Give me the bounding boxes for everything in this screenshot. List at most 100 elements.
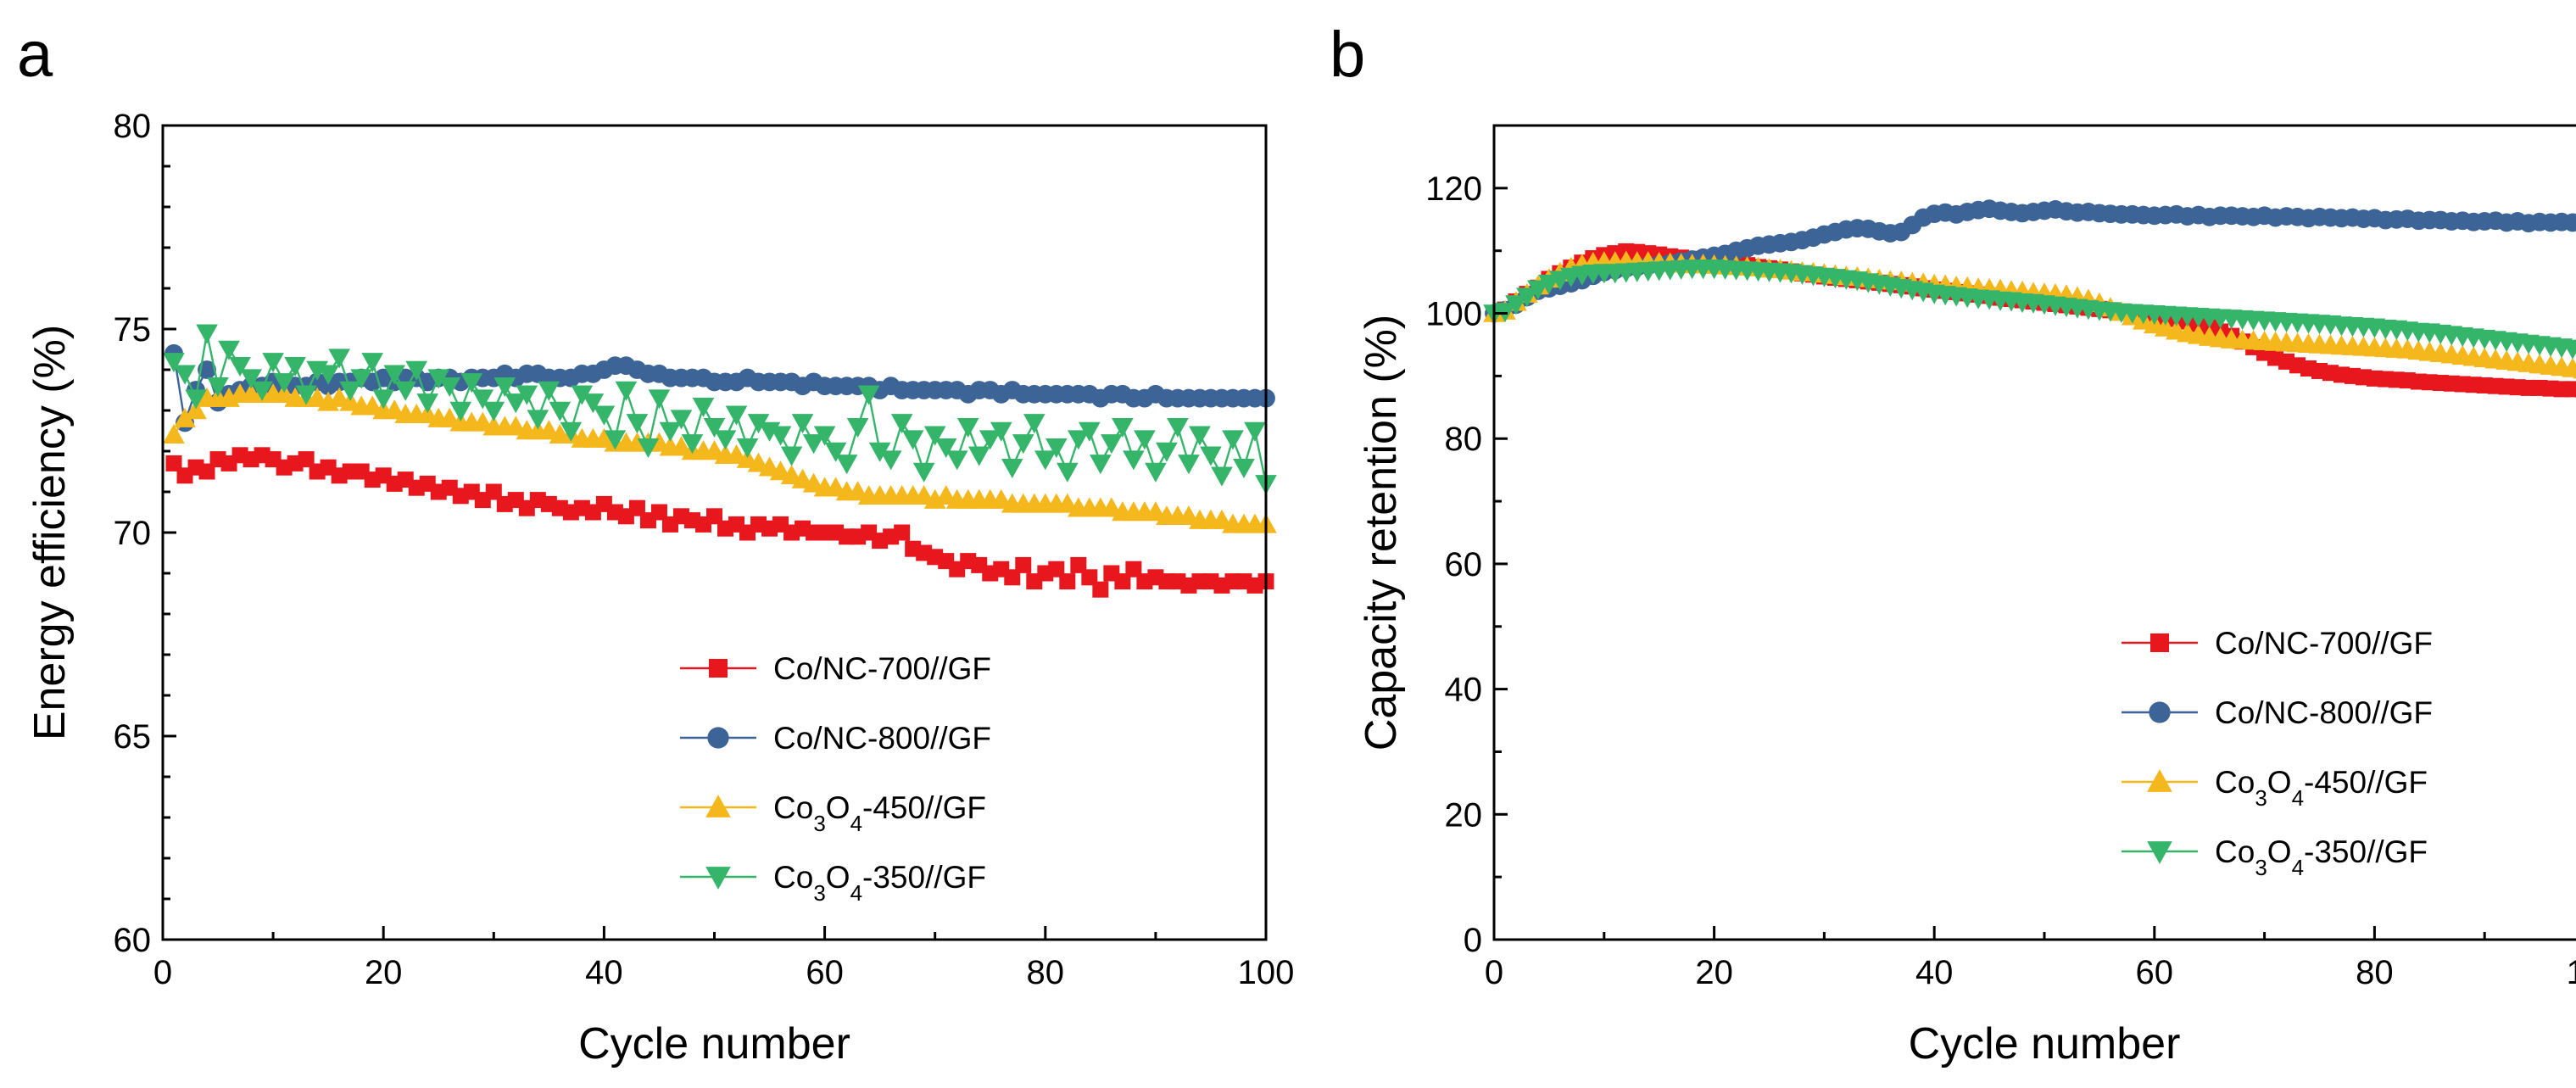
legend-label: Co/NC-700//GF [773, 651, 991, 686]
data-point [1178, 455, 1200, 475]
data-point [1012, 434, 1034, 455]
data-point [449, 401, 472, 421]
data-point [1244, 421, 1266, 442]
data-point [615, 381, 638, 401]
y-tick-label: 0 [1464, 922, 1482, 959]
y-axis-title: Capacity retention (%) [1357, 315, 1406, 750]
data-point [2563, 213, 2576, 232]
data-point [890, 414, 913, 434]
data-point [593, 405, 616, 426]
data-point [460, 373, 483, 393]
data-point [1081, 569, 1098, 586]
data-point [482, 401, 505, 421]
data-point [1145, 462, 1167, 483]
data-point [894, 524, 911, 541]
data-point [714, 430, 737, 450]
data-point [2562, 357, 2576, 377]
legend-marker [2150, 633, 2169, 652]
data-point [725, 405, 748, 426]
data-point [1125, 561, 1142, 577]
data-point [273, 373, 295, 393]
legend-entry-co-nc-700-gf: Co/NC-700//GF [2122, 626, 2433, 661]
data-point [251, 381, 273, 401]
data-point [549, 401, 572, 421]
legend-entry-co-nc-800-gf: Co/NC-800//GF [2122, 695, 2433, 730]
data-point [516, 385, 538, 405]
data-point [1092, 581, 1109, 598]
legend-entry-co3o4-350-gf: Co3O4-350//GF [680, 860, 986, 906]
data-point [1045, 438, 1068, 459]
data-point [1090, 455, 1112, 475]
x-tick-label: 100 [2567, 954, 2576, 991]
data-point [196, 324, 218, 344]
data-point [945, 450, 968, 471]
data-point [2573, 372, 2576, 379]
data-point [1527, 280, 1549, 300]
data-point [1068, 430, 1090, 450]
y-tick-label: 65 [114, 718, 152, 756]
data-point [485, 483, 502, 500]
data-point [361, 353, 384, 373]
legend-label: Co3O4-350//GF [773, 860, 986, 906]
data-point [901, 430, 924, 450]
data-point [538, 381, 560, 401]
data-point [1023, 414, 1045, 434]
data-point [1222, 430, 1244, 450]
data-point [791, 414, 814, 434]
legend-entry-co3o4-450-gf: Co3O4-450//GF [2122, 765, 2428, 811]
data-point [780, 446, 803, 466]
x-tick-label: 20 [1695, 954, 1733, 991]
data-point [1167, 417, 1189, 438]
x-tick-label: 80 [1027, 954, 1065, 991]
data-point [198, 463, 215, 480]
legend-entry-co-nc-700-gf: Co/NC-700//GF [680, 651, 991, 686]
series-co3o4-450-gf [163, 382, 1277, 533]
data-point [769, 426, 792, 446]
data-point [1233, 458, 1255, 479]
data-point [174, 365, 196, 385]
data-point [670, 410, 693, 430]
legend-entry-co3o4-450-gf: Co3O4-450//GF [680, 790, 986, 836]
data-point [1189, 426, 1211, 446]
data-point [295, 385, 317, 405]
data-point [956, 417, 979, 438]
panel-letter-a: a [17, 19, 53, 91]
data-point [967, 446, 990, 466]
data-point [229, 356, 251, 377]
data-point [1211, 466, 1233, 487]
data-point [628, 499, 645, 516]
legend-label: Co/NC-800//GF [773, 721, 991, 756]
data-point [505, 393, 527, 414]
data-point [438, 377, 461, 398]
data-point [185, 399, 207, 420]
data-point [2573, 341, 2576, 347]
data-point [681, 434, 704, 455]
legend-marker [705, 795, 731, 817]
y-tick-label: 80 [1445, 421, 1483, 458]
panel-letter-b: b [1330, 19, 1365, 91]
data-point [868, 442, 891, 462]
data-point [1200, 446, 1222, 466]
data-point [1123, 450, 1145, 471]
data-point [218, 340, 240, 360]
y-tick-label: 80 [114, 108, 152, 145]
x-axis-title: Cycle number [1909, 1019, 2181, 1068]
data-point [427, 369, 450, 389]
data-point [604, 430, 627, 450]
legend-marker [2147, 841, 2172, 864]
data-point [626, 414, 649, 434]
data-point [262, 353, 284, 373]
data-point [372, 389, 395, 410]
y-tick-label: 20 [1445, 796, 1483, 834]
legend-label: Co3O4-450//GF [2215, 765, 2428, 811]
x-axis-title: Cycle number [578, 1019, 850, 1068]
data-point [405, 360, 428, 381]
data-point [1004, 569, 1021, 586]
data-point [560, 421, 583, 442]
data-point [692, 397, 715, 418]
data-point [706, 508, 722, 525]
x-tick-label: 40 [1915, 954, 1954, 991]
x-tick-label: 100 [1238, 954, 1295, 991]
